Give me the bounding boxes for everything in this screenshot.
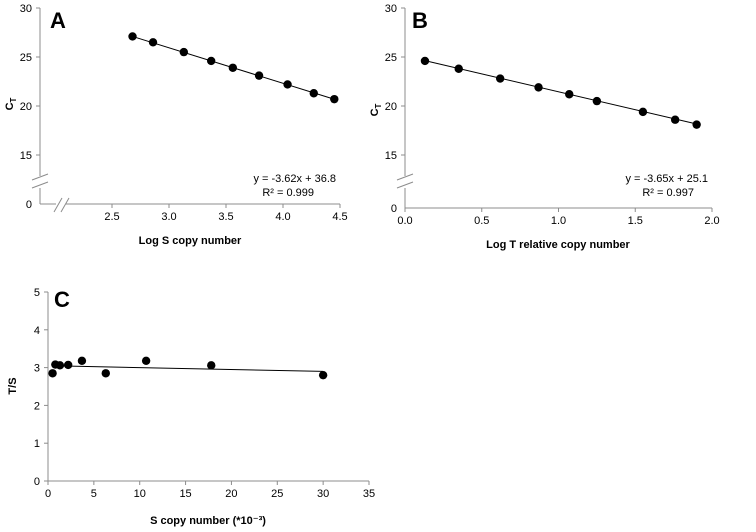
panel-c-x-tick-label: 10 [134, 488, 146, 500]
panel-c-y-axis-title: T/S [7, 377, 19, 394]
panel-c-data-point [55, 361, 65, 370]
panel-b-y-tick-label: 30 [385, 3, 397, 15]
panel-c-y-tick-label: 1 [34, 438, 40, 450]
panel-b-data-point [592, 96, 602, 106]
panel-c-x-axis-title: S copy number (*10⁻³) [150, 515, 266, 527]
panel-a-y-tick-label: 30 [20, 3, 32, 15]
panel-b-x-tick-label: 0.5 [474, 215, 489, 227]
panel-a-y-break [31, 173, 49, 189]
panel-a-r-squared: R² = 0.999 [262, 187, 314, 199]
panel-a-y-origin-label: 0 [26, 199, 32, 211]
panel-b-y-axis-title: CT [369, 103, 383, 116]
panel-c-data-point [101, 369, 110, 378]
panel-c-x-tick-label: 5 [91, 488, 97, 500]
panel-b-x-tick-label: 1.5 [628, 215, 643, 227]
panel-c-data-point [63, 360, 73, 370]
panel-b-r-squared: R² = 0.997 [642, 187, 694, 199]
panel-c-x-tick-label: 30 [317, 488, 329, 500]
panel-b-data-point [495, 74, 505, 83]
panel-b-data-point [670, 115, 680, 124]
panel-b-equation: y = -3.65x + 25.1 [625, 173, 708, 185]
panel-b-y-origin-label: 0 [391, 203, 397, 215]
panel-b-data-point [565, 90, 574, 99]
panel-c-y-tick-label: 0 [34, 476, 40, 488]
panel-b-letter: B [412, 8, 428, 33]
panel-c-y-tick-label: 2 [34, 400, 40, 412]
panel-b: B 0 15 20 25 30 0.0 0.5 1.0 1.5 2.0 Log T relat… [369, 3, 720, 251]
panel-a-data-point [309, 89, 318, 98]
panel-c-x-tick-label: 25 [271, 488, 283, 500]
panel-b-data-point [638, 107, 648, 117]
panel-a-data-point [206, 56, 216, 66]
panel-a-x-tick-label: 3.5 [218, 211, 233, 223]
panel-a-data-point [254, 71, 264, 80]
panel-b-y-break [396, 173, 414, 189]
panel-a-data-point [228, 63, 238, 72]
panel-c-y-tick-label: 5 [34, 287, 40, 299]
panel-c-y-tick-label: 4 [34, 325, 40, 337]
panel-a-x-tick-label: 4.0 [275, 211, 290, 223]
panel-a-data-point [283, 80, 292, 89]
panel-a-x-tick-label: 2.5 [104, 211, 119, 223]
panel-c-data-point [48, 369, 57, 378]
panel-c-data-point [77, 356, 87, 365]
panel-c-data-point [141, 356, 151, 365]
panel-a-x-tick-label: 3.0 [161, 211, 176, 223]
panel-c-fit-line [52, 365, 324, 372]
panel-a-y-tick-label: 25 [20, 52, 32, 64]
panel-a-data-point [128, 32, 137, 41]
panel-a-data-point [179, 47, 189, 57]
panel-b-data-point [534, 83, 543, 92]
panel-b-x-tick-label: 2.0 [704, 215, 719, 227]
panel-b-fit-line [424, 60, 697, 125]
panel-b-y-tick-label: 15 [385, 150, 397, 162]
panel-a-equation: y = -3.62x + 36.8 [253, 173, 336, 185]
panel-c-y-tick-label: 3 [34, 363, 40, 375]
panel-b-data-point [454, 64, 463, 73]
panel-b-y-tick-label: 20 [385, 101, 397, 113]
panel-b-x-tick-label: 1.0 [551, 215, 566, 227]
panel-c-data-point [207, 361, 216, 370]
panel-a-letter: A [50, 8, 66, 33]
panel-c-x-tick-label: 20 [225, 488, 237, 500]
panel-b-data-point [420, 56, 430, 66]
panel-b-data-point [692, 120, 701, 129]
panel-b-x-tick-label: 0.0 [397, 215, 412, 227]
panel-a-data-point [330, 94, 339, 104]
panel-a-x-axis-title: Log S copy number [139, 235, 242, 247]
panel-a: A 0 15 20 25 30 2.5 3.0 3.5 4.0 4.5 Log S copy … [4, 3, 348, 247]
panel-c-data-point [318, 370, 328, 380]
panel-b-y-tick-label: 25 [385, 52, 397, 64]
panel-a-x-break [53, 197, 70, 213]
panel-c-letter: C [54, 287, 70, 312]
panel-a-y-tick-label: 20 [20, 101, 32, 113]
panel-c-x-tick-label: 15 [179, 488, 191, 500]
panel-c: C 0 1 2 3 4 5 0 5 10 15 20 25 30 35 S copy number (*… [7, 287, 375, 527]
panel-b-x-axis-title: Log T relative copy number [486, 239, 630, 251]
panel-a-y-axis-title: CT [4, 97, 18, 110]
panel-c-x-tick-label: 35 [363, 488, 375, 500]
panel-a-y-tick-label: 15 [20, 150, 32, 162]
panel-a-data-point [148, 38, 158, 47]
panel-a-x-tick-label: 4.5 [332, 211, 347, 223]
panel-c-x-tick-label: 0 [45, 488, 51, 500]
